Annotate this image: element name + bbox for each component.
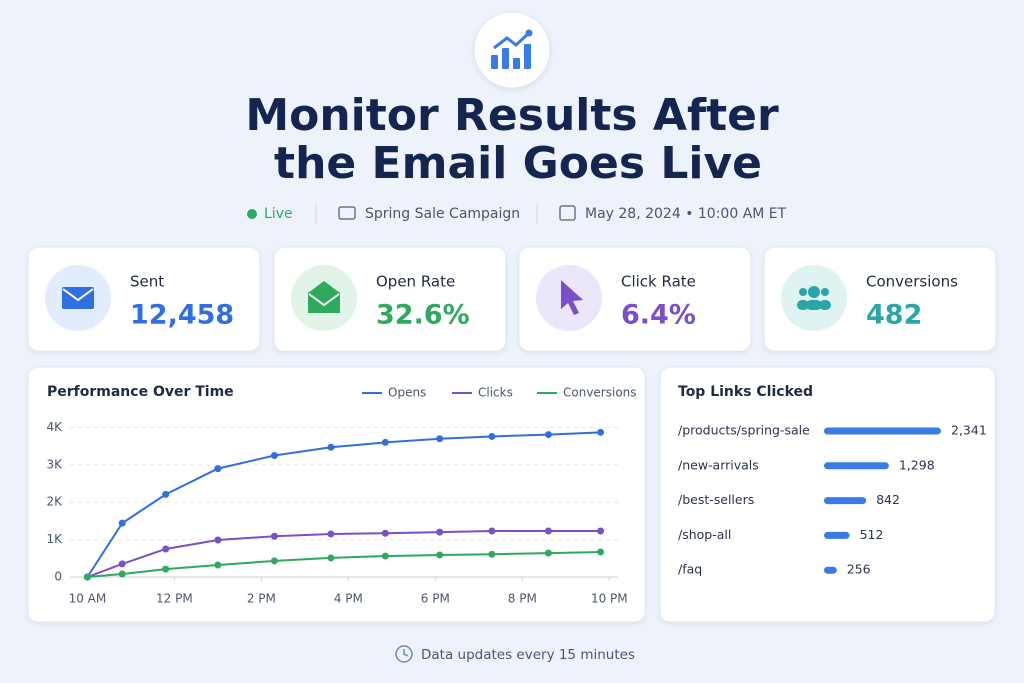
x-tick-label: 10 PM (591, 592, 628, 606)
icon (821, 288, 829, 296)
live-dot (247, 209, 257, 219)
bar (824, 531, 850, 539)
stat-value: 6.4% (621, 300, 696, 331)
data-point (381, 438, 389, 446)
icon (62, 288, 94, 302)
icon (819, 300, 831, 310)
icon (308, 281, 340, 313)
chart-title: Top Links Clicked (678, 384, 813, 400)
data-point (270, 557, 278, 565)
link-label: /new-arrivals (678, 457, 759, 472)
data-point (597, 428, 605, 436)
x-tick-label: 8 PM (508, 592, 537, 606)
y-tick-label: 4K (46, 420, 63, 434)
x-tick-label: 4 PM (334, 592, 363, 606)
data-point (327, 554, 335, 562)
icon (62, 287, 94, 309)
bar-value-label: 1,298 (899, 457, 935, 472)
data-point (270, 452, 278, 460)
data-point (270, 532, 278, 540)
status: Live (264, 206, 293, 222)
legend-label: Conversions (563, 386, 637, 400)
data-point (544, 527, 552, 535)
data-point (544, 431, 552, 439)
footer-note: Data updates every 15 minutes (421, 647, 635, 663)
data-point (83, 573, 91, 581)
data-point (597, 548, 605, 556)
stat-value: 482 (866, 300, 922, 331)
calendar-icon (559, 205, 576, 221)
data-point (488, 527, 496, 535)
bar-value-label: 512 (860, 527, 884, 542)
y-tick-label: 3K (46, 457, 63, 471)
stat-value: 12,458 (130, 300, 234, 331)
icon (808, 286, 820, 298)
y-tick-label: 2K (46, 495, 63, 509)
icon (308, 293, 340, 307)
data-point (488, 550, 496, 558)
x-tick-label: 12 PM (156, 592, 193, 606)
icon (799, 288, 807, 296)
bar-chart: /products/spring-sale 2,341/new-arrivals 1… (678, 423, 987, 577)
stat-label: Open Rate (376, 273, 455, 291)
legend-label: Opens (388, 386, 426, 400)
link-label: /shop-all (678, 527, 731, 542)
data-point (118, 570, 126, 578)
x-tick-label: 6 PM (421, 592, 450, 606)
chart-panel (27, 366, 646, 623)
data-point (488, 432, 496, 440)
link-label: /best-sellers (678, 492, 754, 507)
data-point (436, 435, 444, 443)
title-line: Monitor Results After (245, 90, 779, 141)
data-point (214, 465, 222, 473)
bar (824, 497, 867, 505)
data-point (436, 551, 444, 559)
campaign: Spring Sale Campaign (365, 206, 520, 222)
stats-row: Sent 12,458 Open Rate 32.6% Click Rate 6.4% Co… (27, 246, 997, 352)
datetime: May 28, 2024 • 10:00 AM ET (585, 206, 787, 222)
stat-label: Click Rate (621, 273, 696, 291)
mail-icon (338, 206, 356, 220)
data-point (597, 527, 605, 535)
y-tick-label: 0 (54, 570, 62, 584)
bar-value-label: 842 (876, 492, 900, 507)
x-tick-label: 10 AM (69, 592, 107, 606)
legend-label: Clicks (478, 386, 513, 400)
x-tick-label: 2 PM (247, 592, 276, 606)
stat-label: Sent (130, 273, 164, 291)
y-tick-label: 1K (46, 532, 63, 546)
stat-value: 32.6% (376, 300, 470, 331)
data-point (162, 545, 170, 553)
icon (797, 300, 809, 310)
data-point (381, 552, 389, 560)
bar-value-label: 256 (847, 562, 871, 577)
title-line: the Email Goes Live (274, 138, 762, 189)
clock-hands (403, 649, 409, 657)
data-point (118, 560, 126, 568)
data-point (162, 565, 170, 573)
data-point (214, 561, 222, 569)
chart-title: Performance Over Time (47, 384, 234, 400)
icon (806, 300, 822, 310)
bar (824, 462, 889, 470)
link-label: /products/spring-sale (678, 423, 810, 438)
stat-label: Conversions (866, 273, 958, 291)
line-chart: 0 1K 2K 3K 4K 10 AM 12 PM 2 PM 4 PM 6 PM 8 PM 10 PM… (46, 386, 636, 606)
data-point (118, 519, 126, 527)
clock-icon (395, 645, 413, 663)
data-point (381, 529, 389, 537)
data-point (327, 443, 335, 451)
data-point (544, 549, 552, 557)
data-point (214, 536, 222, 544)
bar-value-label: 2,341 (951, 423, 987, 438)
link-label: /faq (678, 562, 702, 577)
bar (824, 427, 941, 435)
icon (561, 280, 583, 315)
bar (824, 566, 837, 574)
data-point (162, 490, 170, 498)
data-point (327, 530, 335, 538)
logo (473, 11, 551, 89)
data-point (436, 528, 444, 536)
